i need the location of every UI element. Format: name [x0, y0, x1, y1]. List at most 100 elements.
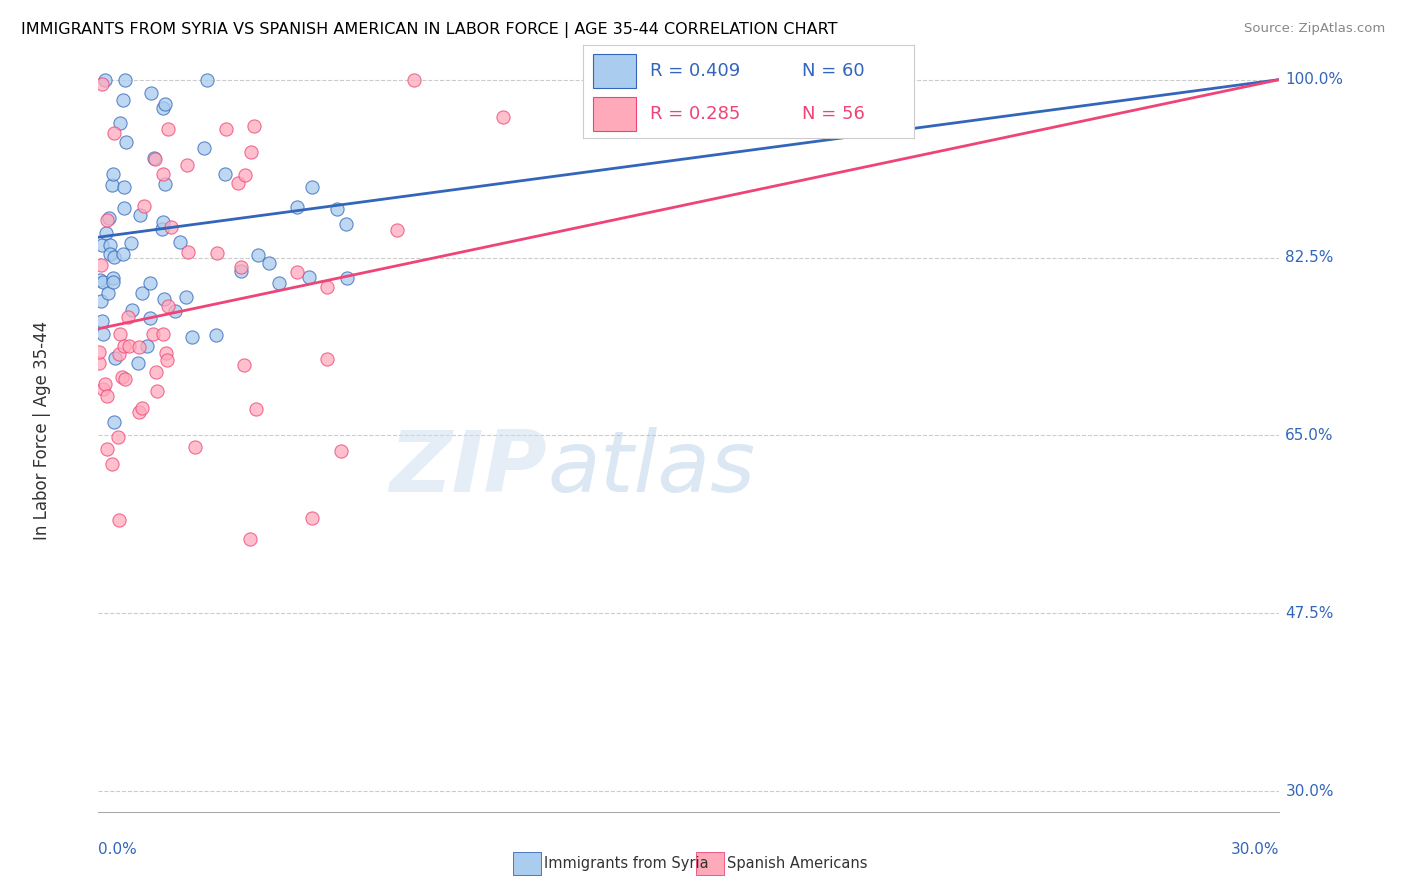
- Point: [152, 326, 174, 341]
- Point: [335, 217, 357, 231]
- Point: [139, 86, 162, 100]
- Point: [169, 235, 191, 249]
- Text: R = 0.409: R = 0.409: [650, 62, 740, 79]
- Bar: [593, 54, 637, 87]
- Point: [108, 347, 131, 361]
- Point: [96, 389, 118, 403]
- Point: [193, 141, 215, 155]
- Point: [243, 119, 266, 133]
- Point: [138, 276, 160, 290]
- Point: [233, 169, 256, 183]
- Point: [118, 339, 141, 353]
- Point: [285, 265, 308, 279]
- Point: [111, 93, 134, 107]
- Point: [139, 311, 162, 326]
- Point: [245, 402, 267, 417]
- Point: [134, 199, 156, 213]
- Point: [257, 255, 280, 269]
- Point: [101, 275, 124, 289]
- Text: Immigrants from Syria: Immigrants from Syria: [544, 856, 709, 871]
- Point: [101, 271, 124, 285]
- Point: [96, 212, 118, 227]
- Point: [159, 220, 181, 235]
- Point: [131, 285, 153, 300]
- Point: [204, 328, 226, 343]
- Point: [492, 110, 515, 124]
- Point: [100, 178, 122, 193]
- Point: [103, 126, 125, 140]
- Point: [247, 248, 270, 262]
- Point: [128, 355, 150, 369]
- Point: [112, 202, 135, 216]
- Point: [231, 260, 253, 274]
- Point: [128, 208, 150, 222]
- Point: [111, 369, 134, 384]
- Point: [285, 200, 308, 214]
- Text: 47.5%: 47.5%: [1285, 606, 1334, 621]
- Point: [90, 238, 112, 252]
- Point: [152, 168, 174, 182]
- Point: [87, 345, 110, 359]
- Point: [153, 97, 176, 112]
- Point: [142, 326, 165, 341]
- Point: [143, 151, 166, 165]
- Point: [90, 294, 112, 309]
- Point: [214, 168, 236, 182]
- Point: [152, 215, 174, 229]
- Point: [174, 290, 197, 304]
- Point: [128, 404, 150, 418]
- Text: 0.0%: 0.0%: [98, 842, 138, 857]
- Point: [298, 269, 321, 284]
- Point: [103, 415, 125, 429]
- Point: [89, 273, 111, 287]
- Text: atlas: atlas: [547, 427, 755, 510]
- Point: [108, 326, 131, 341]
- Point: [226, 176, 249, 190]
- Text: 100.0%: 100.0%: [1285, 72, 1343, 87]
- Point: [100, 246, 122, 260]
- Point: [128, 340, 150, 354]
- Point: [108, 116, 131, 130]
- Text: N = 56: N = 56: [801, 105, 865, 123]
- Point: [404, 72, 426, 87]
- Point: [156, 122, 179, 136]
- Point: [165, 304, 187, 318]
- Point: [135, 339, 157, 353]
- Point: [146, 384, 169, 398]
- Point: [239, 532, 262, 546]
- Text: 82.5%: 82.5%: [1285, 250, 1334, 265]
- Point: [301, 511, 323, 525]
- Text: N = 60: N = 60: [801, 62, 865, 79]
- Point: [301, 179, 323, 194]
- Point: [177, 244, 200, 259]
- Point: [115, 136, 138, 150]
- Point: [214, 122, 236, 136]
- Point: [87, 355, 110, 369]
- Point: [112, 179, 135, 194]
- Point: [184, 440, 207, 454]
- Text: 30.0%: 30.0%: [1285, 784, 1334, 799]
- Point: [131, 401, 153, 416]
- Text: 65.0%: 65.0%: [1285, 428, 1334, 443]
- Point: [145, 365, 167, 379]
- Point: [152, 101, 174, 115]
- Point: [316, 351, 339, 366]
- Point: [101, 458, 124, 472]
- Bar: [593, 97, 637, 131]
- Point: [112, 338, 135, 352]
- Text: R = 0.285: R = 0.285: [650, 105, 740, 123]
- Point: [232, 358, 254, 372]
- Point: [96, 442, 118, 456]
- Point: [150, 222, 173, 236]
- Point: [180, 330, 202, 344]
- Point: [155, 178, 177, 192]
- Point: [114, 72, 136, 87]
- Point: [90, 259, 112, 273]
- Text: Source: ZipAtlas.com: Source: ZipAtlas.com: [1244, 22, 1385, 36]
- Point: [94, 72, 117, 87]
- Point: [336, 271, 359, 285]
- Point: [103, 251, 125, 265]
- Point: [97, 285, 120, 300]
- Point: [239, 145, 262, 159]
- Point: [157, 300, 180, 314]
